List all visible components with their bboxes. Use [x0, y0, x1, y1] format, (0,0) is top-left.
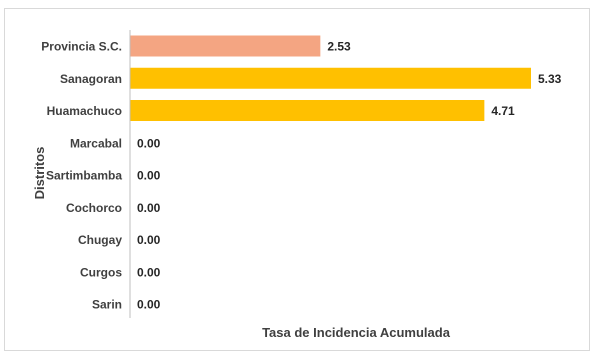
category-label: Huamachuco [47, 104, 122, 118]
bar-1 [130, 67, 531, 89]
category-label: Sarin [92, 298, 122, 312]
category-label: Provincia S.C. [41, 40, 122, 54]
chart-frame [4, 8, 590, 351]
category-label: Marcabal [70, 136, 122, 150]
x-axis-title: Tasa de Incidencia Acumulada [262, 325, 451, 340]
value-label: 0.00 [137, 169, 161, 183]
category-label: Curgos [80, 265, 122, 279]
value-label: 4.71 [491, 104, 515, 118]
value-labels-group: 2.53 5.33 4.71 0.00 0.00 0.00 0.00 0.00 0.00 [137, 40, 562, 312]
value-label: 0.00 [137, 265, 161, 279]
category-label: Sanagoran [60, 72, 122, 86]
category-labels-group: Provincia S.C. Sanagoran Huamachuco Marcaba… [41, 40, 122, 312]
y-axis-title: Distritos [32, 147, 47, 200]
bars-group [130, 35, 531, 121]
category-label: Cochorco [66, 201, 122, 215]
value-label: 0.00 [137, 298, 161, 312]
bar-2 [130, 100, 485, 121]
bar-0 [130, 35, 321, 57]
value-label: 0.00 [137, 233, 161, 247]
value-label: 5.33 [538, 72, 562, 86]
value-label: 0.00 [137, 201, 161, 215]
category-label: Sartimbamba [46, 169, 122, 183]
value-label: 0.00 [137, 136, 161, 150]
category-label: Chugay [78, 233, 122, 247]
value-label: 2.53 [327, 40, 351, 54]
